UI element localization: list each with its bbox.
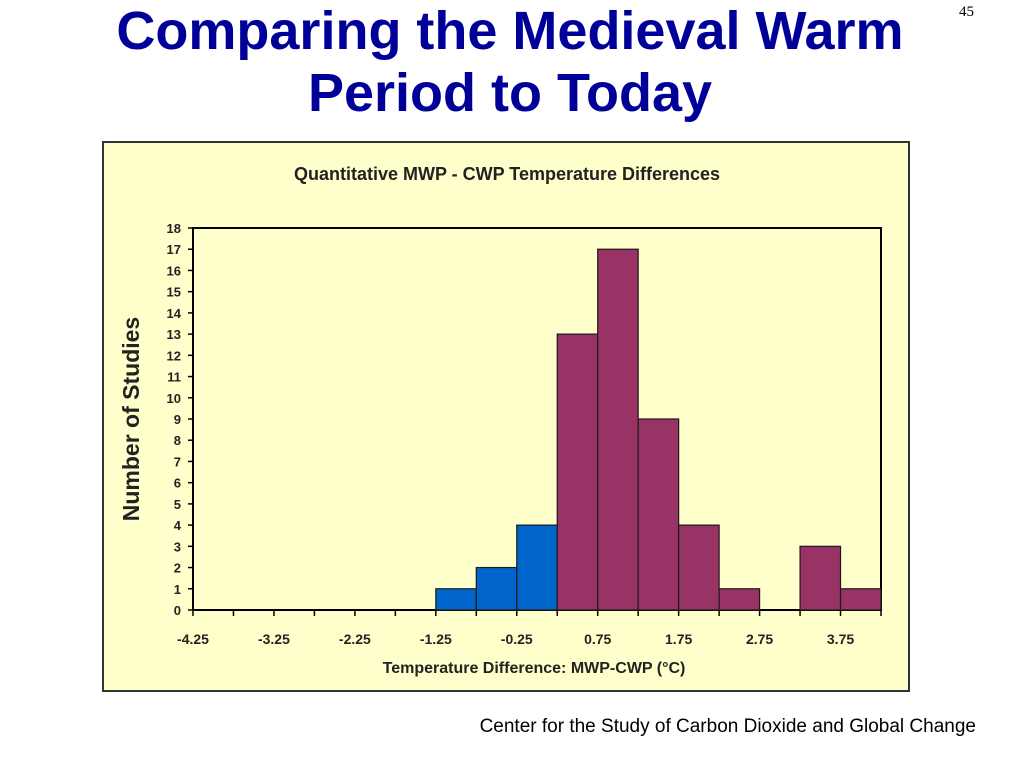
y-tick-label: 0 xyxy=(174,603,181,618)
x-tick-label: -3.25 xyxy=(258,631,290,647)
x-tick-label: -1.25 xyxy=(420,631,452,647)
x-tick-label: -2.25 xyxy=(339,631,371,647)
histogram-bar xyxy=(799,545,842,611)
x-tick-label: -4.25 xyxy=(177,631,209,647)
slide-title: Comparing the Medieval Warm Period to To… xyxy=(60,0,960,124)
y-tick-label: 5 xyxy=(174,497,181,512)
y-tick-label: 15 xyxy=(167,285,181,300)
y-tick-label: 9 xyxy=(174,412,181,427)
y-tick-label: 4 xyxy=(174,518,182,533)
histogram-bar xyxy=(839,588,882,611)
y-tick-label: 18 xyxy=(167,221,181,236)
y-tick-label: 1 xyxy=(174,582,181,597)
x-tick-label: 3.75 xyxy=(827,631,854,647)
x-tick-label: 2.75 xyxy=(746,631,773,647)
y-tick-label: 14 xyxy=(167,306,182,321)
histogram-bar xyxy=(718,588,761,611)
y-tick-label: 7 xyxy=(174,454,181,469)
y-tick-label: 11 xyxy=(167,370,181,385)
slide-number: 45 xyxy=(959,4,974,20)
x-tick-label: 1.75 xyxy=(665,631,692,647)
y-tick-label: 12 xyxy=(167,348,181,363)
histogram-bar xyxy=(475,566,518,611)
histogram-chart: Quantitative MWP - CWP Temperature Diffe… xyxy=(118,164,882,677)
source-credit: Center for the Study of Carbon Dioxide a… xyxy=(479,716,976,737)
chart-title: Quantitative MWP - CWP Temperature Diffe… xyxy=(294,164,720,184)
y-tick-label: 16 xyxy=(167,263,181,278)
y-tick-label: 2 xyxy=(174,561,181,576)
histogram-bar xyxy=(435,588,477,611)
histogram-bar xyxy=(556,333,599,611)
chart-panel: Quantitative MWP - CWP Temperature Diffe… xyxy=(102,141,910,692)
y-tick-label: 13 xyxy=(167,327,181,342)
histogram-bar xyxy=(597,248,639,611)
histogram-bar xyxy=(637,418,680,611)
x-axis-ticks: -4.25 -3.25 -2.25 -1.25 -0.25 0.75 1.75 2.75 3.7… xyxy=(177,610,882,647)
y-axis-label: Number of Studies xyxy=(118,317,144,521)
y-tick-label: 3 xyxy=(174,539,181,554)
histogram-bar xyxy=(678,524,720,611)
x-tick-label: 0.75 xyxy=(584,631,611,647)
slide-title-line-1: Comparing the Medieval Warm xyxy=(116,1,904,61)
histogram-bars xyxy=(435,248,882,611)
x-tick-label: -0.25 xyxy=(501,631,533,647)
histogram-bar xyxy=(516,524,558,611)
y-tick-label: 8 xyxy=(174,433,181,448)
x-axis-label: Temperature Difference: MWP-CWP (°C) xyxy=(383,660,686,677)
y-tick-label: 17 xyxy=(167,242,181,257)
y-tick-label: 6 xyxy=(174,476,181,491)
slide-title-line-2: Period to Today xyxy=(307,63,713,123)
y-tick-label: 10 xyxy=(167,391,181,406)
